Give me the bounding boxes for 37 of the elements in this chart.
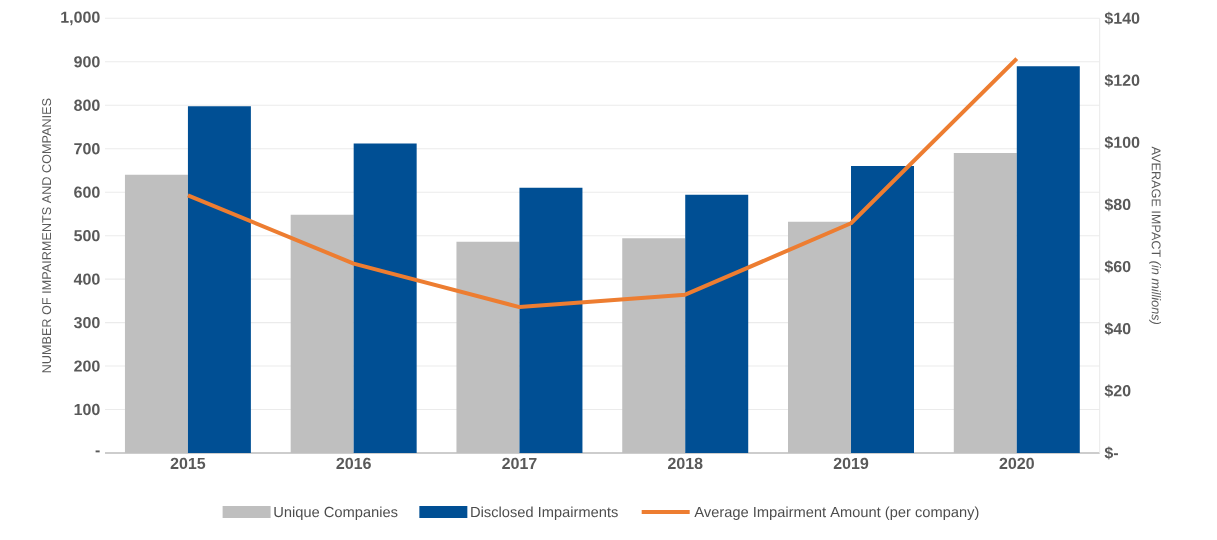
y2-tick-label: $100 [1104, 135, 1140, 150]
y-tick-label: 700 [74, 143, 100, 155]
x-tick-label: 2015 [170, 457, 206, 470]
y2-tick-label: $40 [1104, 322, 1131, 336]
line-series [185, 56, 1019, 310]
x-tick-label: 2016 [336, 457, 371, 470]
y-tick-label: 500 [74, 230, 100, 242]
bar [519, 187, 583, 453]
legend-label: Average Impairment Amount (per company) [694, 506, 979, 521]
x-tick-label: 2020 [999, 457, 1034, 470]
y2-tick-label: $120 [1104, 73, 1140, 87]
y-tick-label: - [95, 450, 100, 453]
x-tick-label: 2019 [833, 457, 869, 470]
y-tick-label: 900 [74, 56, 100, 68]
y-tick-label: 600 [74, 186, 100, 198]
y-tick-label: 400 [73, 273, 100, 285]
bar [1016, 66, 1080, 453]
y-axis-title: NUMBER OF IMPAIRMENTS AND COMPANIES [42, 98, 52, 373]
bar [353, 143, 417, 453]
bar [685, 194, 749, 453]
y2-tick-label: $140 [1104, 11, 1140, 25]
y-tick-label: 200 [74, 360, 100, 372]
y2-tick-label: $20 [1104, 384, 1131, 398]
y-tick-label: 800 [74, 99, 100, 111]
y-tick-label: 1,000 [61, 11, 100, 26]
y2-tick-label: $80 [1104, 198, 1131, 212]
bar [851, 166, 915, 453]
y-tick-label: 300 [73, 316, 100, 329]
legend-label: Disclosed Impairments [471, 506, 618, 521]
y-tick-label: 100 [74, 403, 100, 416]
x-tick-label: 2017 [502, 457, 537, 470]
y2-tick-label: $- [1104, 446, 1118, 460]
bar [187, 106, 251, 453]
legend-label: Unique Companies [274, 506, 398, 521]
y2-tick-label: $60 [1104, 260, 1131, 274]
x-tick-label: 2018 [668, 457, 703, 470]
y2-axis-title: AVERAGE IMPACT (in millions) [1149, 146, 1161, 325]
